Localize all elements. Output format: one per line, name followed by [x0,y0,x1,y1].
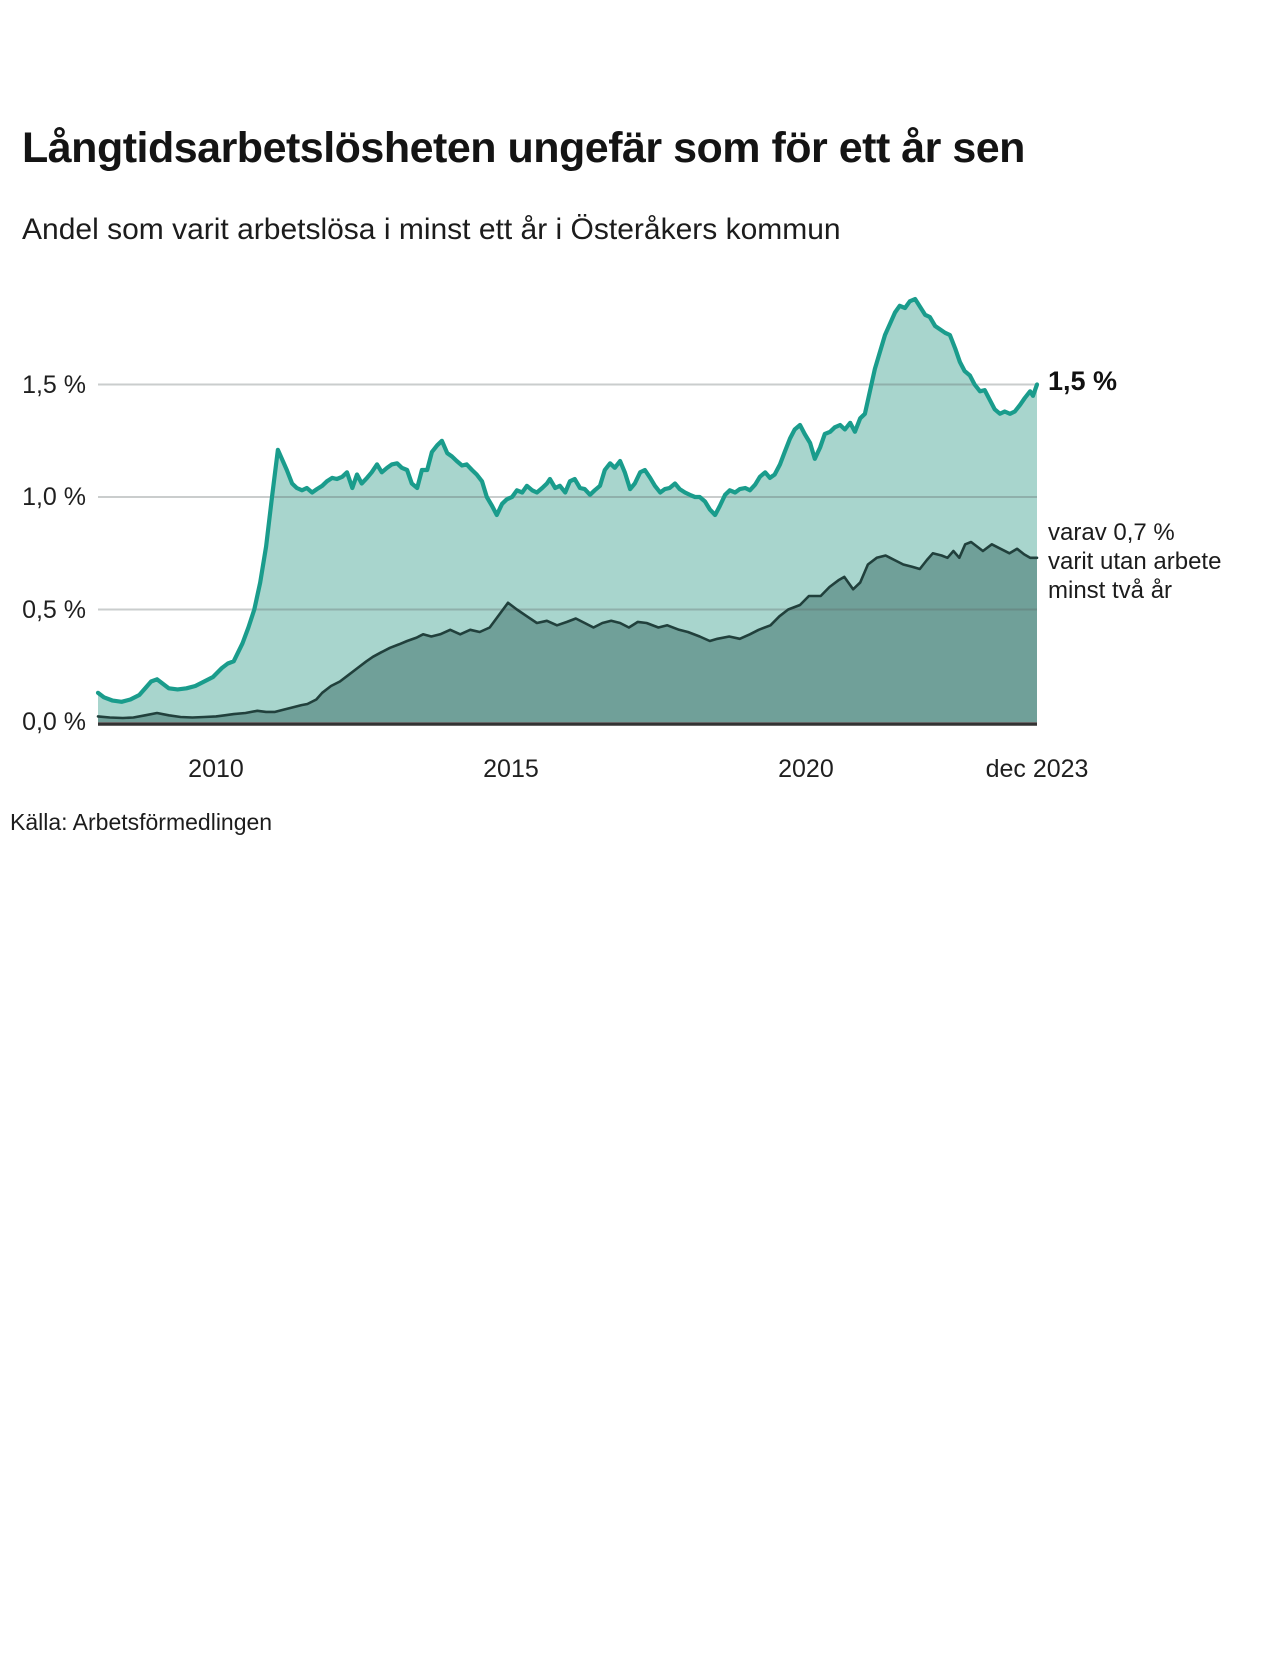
x-tick-label-2015: 2015 [483,755,539,783]
series2-annotation-line: varit utan arbete [1048,548,1222,575]
x-tick-label-dec 2023: dec 2023 [985,755,1089,783]
y-tick-label-1,5 %: 1,5 % [22,370,86,399]
y-tick-label-0,0 %: 0,0 % [22,708,86,736]
y-tick-label-1,0 %: 1,0 % [22,483,86,511]
y-tick-label-0,5 %: 0,5 % [22,595,86,624]
series2-area-fill [98,542,1037,722]
series2-annotation: varav 0,7 % varit utan arbete minst två år [1048,518,1221,605]
source-attribution: Källa: Arbetsförmedlingen [10,809,273,835]
x-tick-label-2010: 2010 [188,755,244,783]
series2-line [96,540,1039,720]
series2-annotation-line: minst två år [1048,577,1173,604]
page-title: Långtidsarbetslösheten ungefär som för e… [22,124,1025,172]
series2-annotation-line: varav 0,7 % [1048,519,1175,546]
unemployment-area-chart [95,296,1040,726]
series1-end-value-label: 1,5 % [1048,366,1118,396]
series1-line [95,296,1040,704]
x-tick-label-2020: 2020 [778,755,834,783]
page-subtitle: Andel som varit arbetslösa i minst ett å… [22,213,841,246]
